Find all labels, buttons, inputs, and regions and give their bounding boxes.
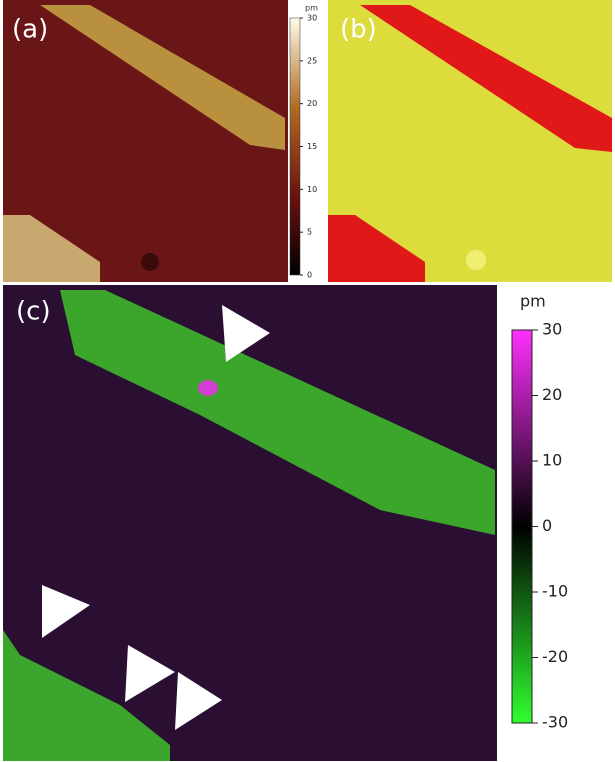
colorbar-tick-label: 10 [307,185,317,194]
colorbar-tick-label: 25 [307,56,317,65]
colorbar [511,329,533,724]
colorbar-tick-label: 0 [542,516,552,535]
colorbar-tick-label: 0 [307,271,312,280]
colorbar-tick-label: 15 [307,142,317,151]
panel-label: (a) [12,15,48,45]
colorbar-tick-label: 20 [307,99,317,108]
colorbar-tick-label: 30 [307,14,317,23]
colorbar-tick-label: 10 [542,451,562,470]
colorbar-unit: pm [305,4,318,13]
colorbar-tick-label: -20 [542,647,568,666]
colorbar [289,17,301,276]
panel-a-image [3,0,288,282]
colorbar-tick-label: 20 [542,385,562,404]
panel-label: (c) [16,297,51,327]
panel-b-image [328,0,612,282]
colorbar-tick-label: 5 [307,228,312,237]
colorbar-tick-label: -10 [542,582,568,601]
colorbar-tick-label: 30 [542,320,562,339]
colorbar-tick-label: -30 [542,713,568,732]
panel-label: (b) [340,15,377,45]
colorbar-unit: pm [520,292,546,311]
panel-c-image [3,285,497,761]
